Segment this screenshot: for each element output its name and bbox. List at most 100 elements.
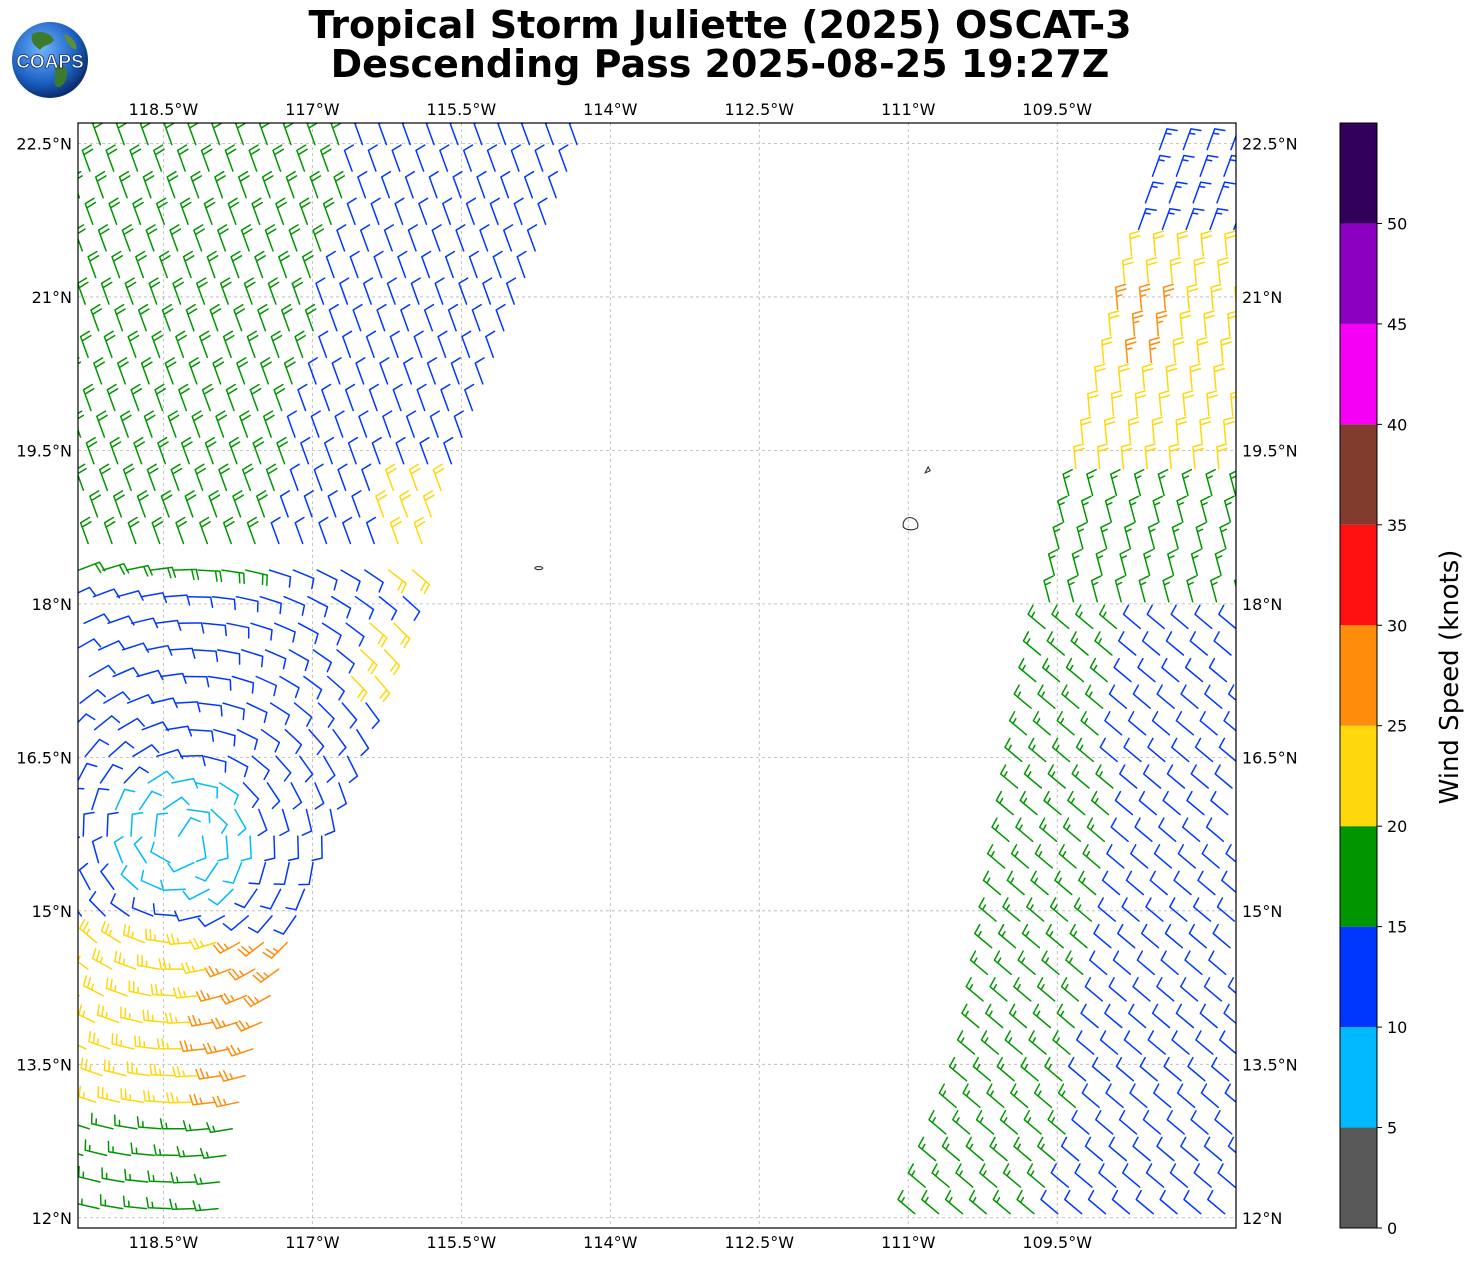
wind-barb: [1080, 416, 1092, 443]
wind-barb: [1199, 154, 1219, 177]
wind-barb: [88, 891, 106, 917]
wind-barb: [1034, 844, 1054, 869]
wind-barb: [198, 702, 223, 717]
wind-barb: [133, 836, 147, 864]
wind-barb: [350, 675, 368, 702]
wind-barb: [402, 595, 421, 622]
wind-barb: [240, 835, 252, 862]
wind-barb: [1213, 631, 1232, 656]
wind-barb: [1076, 522, 1087, 550]
wind-barb: [169, 224, 182, 252]
lon-tick-label-bottom: 117°W: [285, 1233, 340, 1252]
wind-barb: [175, 516, 187, 545]
wind-barb: [523, 170, 535, 199]
wind-barb: [464, 383, 475, 412]
wind-barb: [379, 357, 390, 385]
wind-barb: [1209, 207, 1229, 231]
wind-barb: [1216, 181, 1236, 204]
wind-barb: [1054, 870, 1073, 896]
island-outline: [902, 517, 919, 531]
wind-barb: [1038, 817, 1058, 843]
wind-barb: [1100, 522, 1111, 550]
wind-barb: [172, 986, 200, 999]
wind-barb: [182, 1120, 210, 1132]
colorbar: 0 5 10 15 20 25 30 35 40 45 50: [1339, 122, 1407, 1238]
wind-barb: [78, 862, 91, 891]
wind-barb: [537, 197, 548, 226]
wind-barb: [408, 463, 421, 492]
wind-barb: [1184, 950, 1203, 976]
wind-barb: [1073, 897, 1093, 922]
wind-barb: [78, 948, 89, 970]
wind-barb: [1197, 870, 1216, 896]
wind-barb: [225, 383, 238, 412]
wind-barb: [266, 782, 281, 810]
wind-barb: [82, 383, 95, 412]
wind-barb: [357, 170, 368, 199]
wind-barb: [166, 170, 179, 199]
wind-barb: [1051, 604, 1070, 630]
wind-barb: [78, 787, 85, 790]
wind-barb: [288, 649, 310, 672]
wind-barb: [246, 330, 259, 359]
wind-barb: [948, 1056, 968, 1082]
wind-barb: [103, 1059, 127, 1077]
wind-barb: [1058, 844, 1077, 869]
wind-barb: [1223, 416, 1235, 443]
lon-tick-label-top: 114°W: [583, 100, 638, 119]
wind-barb: [78, 1002, 96, 1024]
wind-barb: [211, 595, 236, 611]
wind-barb: [380, 170, 392, 199]
wind-barb: [1049, 897, 1069, 922]
wind-barb: [1094, 631, 1113, 656]
wind-barb: [314, 782, 325, 810]
wind-barb: [369, 622, 388, 648]
wind-barb: [530, 92, 539, 118]
wind-barb: [1213, 363, 1225, 390]
wind-barb: [1203, 977, 1223, 1002]
wind-barb: [267, 277, 280, 305]
wind-barb: [1157, 468, 1169, 497]
wind-barb: [200, 144, 213, 172]
wind-barb: [1028, 1030, 1047, 1055]
wind-barb: [1182, 128, 1202, 151]
wind-barb: [52, 1001, 71, 1022]
colorbar-bin: [1340, 223, 1377, 324]
wind-barb: [341, 702, 358, 729]
wind-barb: [1080, 711, 1099, 736]
wind-barb: [116, 590, 144, 601]
wind-barb: [1110, 390, 1123, 417]
wind-barb: [1128, 230, 1141, 257]
wind-barb: [1152, 495, 1164, 523]
wind-barb: [1057, 495, 1068, 523]
wind-barb: [269, 702, 291, 726]
wind-barb: [92, 588, 121, 599]
wind-barb: [214, 170, 226, 199]
wind-barb: [1028, 737, 1047, 763]
wind-barb: [169, 647, 196, 659]
wind-barb: [1095, 764, 1114, 789]
wind-barb: [1133, 468, 1145, 497]
wind-barb: [167, 861, 195, 873]
wind-barb: [319, 144, 332, 172]
wind-barb: [419, 436, 430, 465]
wind-barb: [1067, 575, 1078, 603]
wind-barb: [297, 622, 319, 645]
wind-barb: [1122, 1163, 1141, 1188]
wind-barb: [264, 649, 287, 670]
wind-barb: [1192, 443, 1204, 470]
wind-barb: [1015, 817, 1034, 843]
wind-barb: [165, 1091, 192, 1104]
wind-barb: [78, 277, 89, 305]
wind-barb: [474, 357, 485, 385]
wind-barb: [400, 303, 411, 332]
wind-barb: [1127, 416, 1140, 443]
wind-barb: [1036, 977, 1056, 1002]
wind-barb: [1094, 363, 1106, 390]
wind-barb: [218, 1070, 246, 1082]
wind-barb: [84, 1139, 108, 1157]
wind-barb: [1091, 1056, 1111, 1082]
wind-barb: [1002, 897, 1021, 922]
lat-tick-label-left: 12°N: [32, 1209, 72, 1228]
wind-barb: [354, 123, 364, 146]
